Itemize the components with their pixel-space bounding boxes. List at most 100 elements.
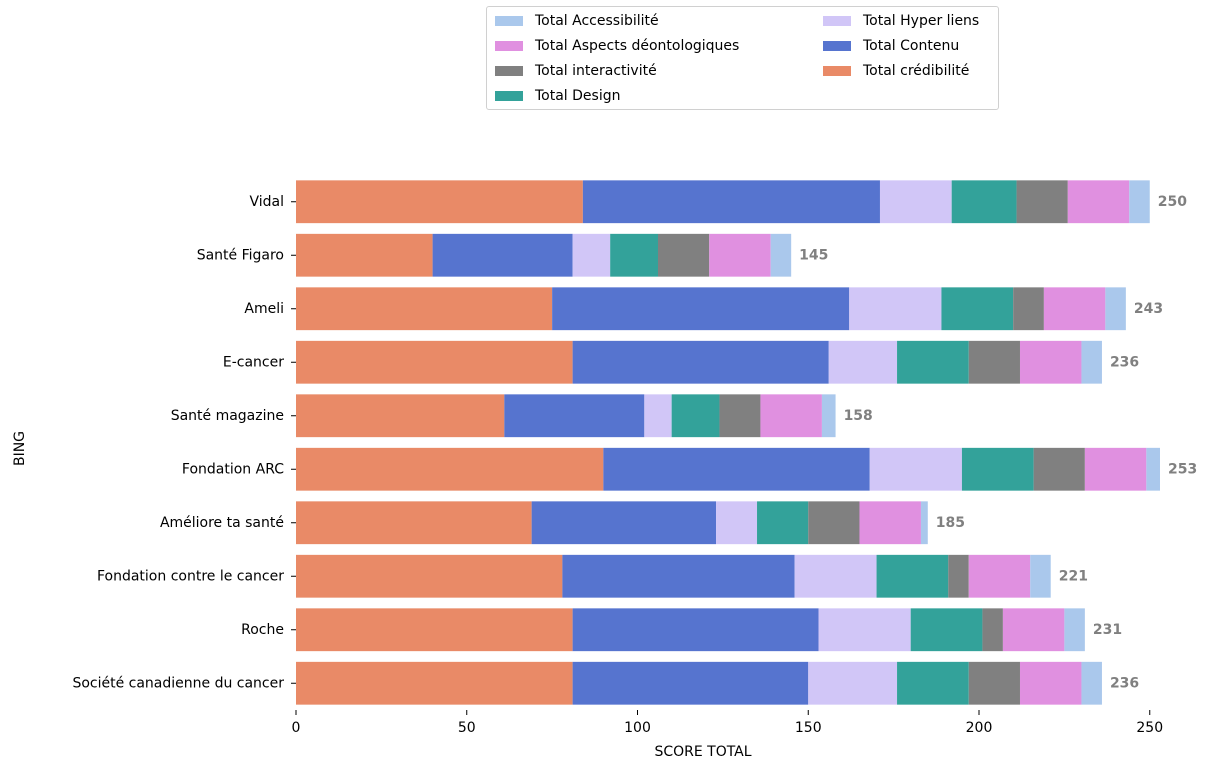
- x-tick-label: 50: [458, 720, 476, 736]
- bar-segment: [582, 180, 880, 224]
- category-label: Société canadienne du cancer: [72, 675, 284, 691]
- category-label: Fondation contre le cancer: [97, 568, 284, 584]
- total-label: 236: [1110, 354, 1139, 370]
- legend-item: Total Contenu: [823, 38, 959, 54]
- y-axis-title: BING: [12, 431, 28, 466]
- legend-label: Total crédibilité: [863, 63, 970, 79]
- x-axis-title: SCORE TOTAL: [654, 744, 751, 760]
- bar-segment: [719, 394, 761, 438]
- legend-label: Total Aspects déontologiques: [535, 38, 740, 54]
- legend-label: Total interactivité: [535, 63, 657, 79]
- bar-segment: [296, 394, 505, 438]
- bar-segment: [296, 661, 573, 705]
- category-label: Ameli: [244, 301, 284, 317]
- bar-segment: [794, 554, 877, 598]
- legend-item: Total Design: [495, 88, 620, 104]
- bar-segment: [897, 661, 969, 705]
- total-label: 250: [1158, 194, 1187, 210]
- category-label: Vidal: [249, 194, 284, 210]
- bar-segment: [432, 233, 573, 277]
- bar-segment: [1105, 287, 1126, 331]
- legend-swatch: [495, 16, 523, 26]
- category-label: Fondation ARC: [182, 461, 284, 477]
- bar-segment: [941, 287, 1014, 331]
- legend-item: Total Accessibilité: [495, 13, 659, 29]
- total-label: 236: [1110, 675, 1139, 691]
- bar-segment: [948, 554, 969, 598]
- bar-segment: [961, 447, 1034, 491]
- bar-segment: [572, 340, 829, 384]
- bar-segment: [968, 340, 1020, 384]
- bar-segment: [1067, 180, 1130, 224]
- legend-item: Total interactivité: [495, 63, 657, 79]
- bar-segment: [876, 554, 949, 598]
- x-tick-label: 200: [966, 720, 993, 736]
- bar-segment: [1081, 340, 1102, 384]
- bar-segment: [968, 554, 1031, 598]
- bar-segment: [296, 233, 433, 277]
- legend-swatch: [823, 41, 851, 51]
- legend-item: Total crédibilité: [823, 63, 969, 79]
- bar-segment: [897, 340, 969, 384]
- bar-segment: [968, 661, 1020, 705]
- bar-segment: [982, 608, 1003, 652]
- bar-segment: [1002, 608, 1065, 652]
- legend-label: Total Design: [535, 88, 621, 104]
- bar-segment: [1081, 661, 1102, 705]
- chart-legend: Total Accessibilité Total Aspects déontol…: [486, 6, 999, 110]
- legend-swatch: [495, 41, 523, 51]
- bar-segment: [296, 180, 583, 224]
- bar-segment: [1033, 447, 1085, 491]
- category-label: Santé Figaro: [197, 247, 284, 263]
- category-label: Améliore ta santé: [160, 515, 284, 531]
- x-tick-label: 250: [1136, 720, 1163, 736]
- bar-segment: [296, 340, 573, 384]
- bar-segment: [920, 501, 928, 545]
- bar-segment: [1064, 608, 1085, 652]
- bar-segment: [671, 394, 720, 438]
- bar-segment: [552, 287, 850, 331]
- bar-segment: [760, 394, 822, 438]
- bar-segment: [709, 233, 771, 277]
- bar-segment: [296, 501, 532, 545]
- total-label: 221: [1059, 568, 1088, 584]
- bar-segment: [1030, 554, 1051, 598]
- legend-label: Total Accessibilité: [535, 13, 659, 29]
- bar-segment: [603, 447, 870, 491]
- bar-segment: [531, 501, 717, 545]
- bar-segment: [770, 233, 792, 277]
- bar-segment: [1146, 447, 1160, 491]
- bar-segment: [1013, 287, 1044, 331]
- legend-swatch: [495, 66, 523, 76]
- bar-segment: [1016, 180, 1068, 224]
- legend-swatch: [823, 16, 851, 26]
- bar-segment: [296, 554, 563, 598]
- bar-segment: [572, 608, 819, 652]
- bar-segment: [808, 501, 860, 545]
- total-label: 145: [799, 247, 828, 263]
- x-tick-label: 150: [795, 720, 822, 736]
- total-label: 231: [1093, 622, 1122, 638]
- bar-segment: [562, 554, 795, 598]
- legend-item: Total Hyper liens: [823, 13, 979, 29]
- bar-segment: [1019, 340, 1082, 384]
- legend-label: Total Hyper liens: [863, 13, 980, 29]
- category-label: Santé magazine: [171, 408, 284, 424]
- bar-segment: [849, 287, 942, 331]
- bar-segment: [504, 394, 645, 438]
- legend-swatch: [823, 66, 851, 76]
- bar-segment: [572, 661, 809, 705]
- bar-segment: [572, 233, 611, 277]
- category-label: E-cancer: [223, 354, 284, 370]
- bar-segment: [828, 340, 898, 384]
- bar-segment: [610, 233, 658, 277]
- total-label: 185: [936, 515, 965, 531]
- bar-segment: [757, 501, 809, 545]
- bar-segment: [808, 661, 898, 705]
- bar-segment: [1129, 180, 1150, 224]
- bar-segment: [859, 501, 921, 545]
- bar-segment: [1043, 287, 1106, 331]
- bar-segment: [657, 233, 710, 277]
- bar-segment: [716, 501, 758, 545]
